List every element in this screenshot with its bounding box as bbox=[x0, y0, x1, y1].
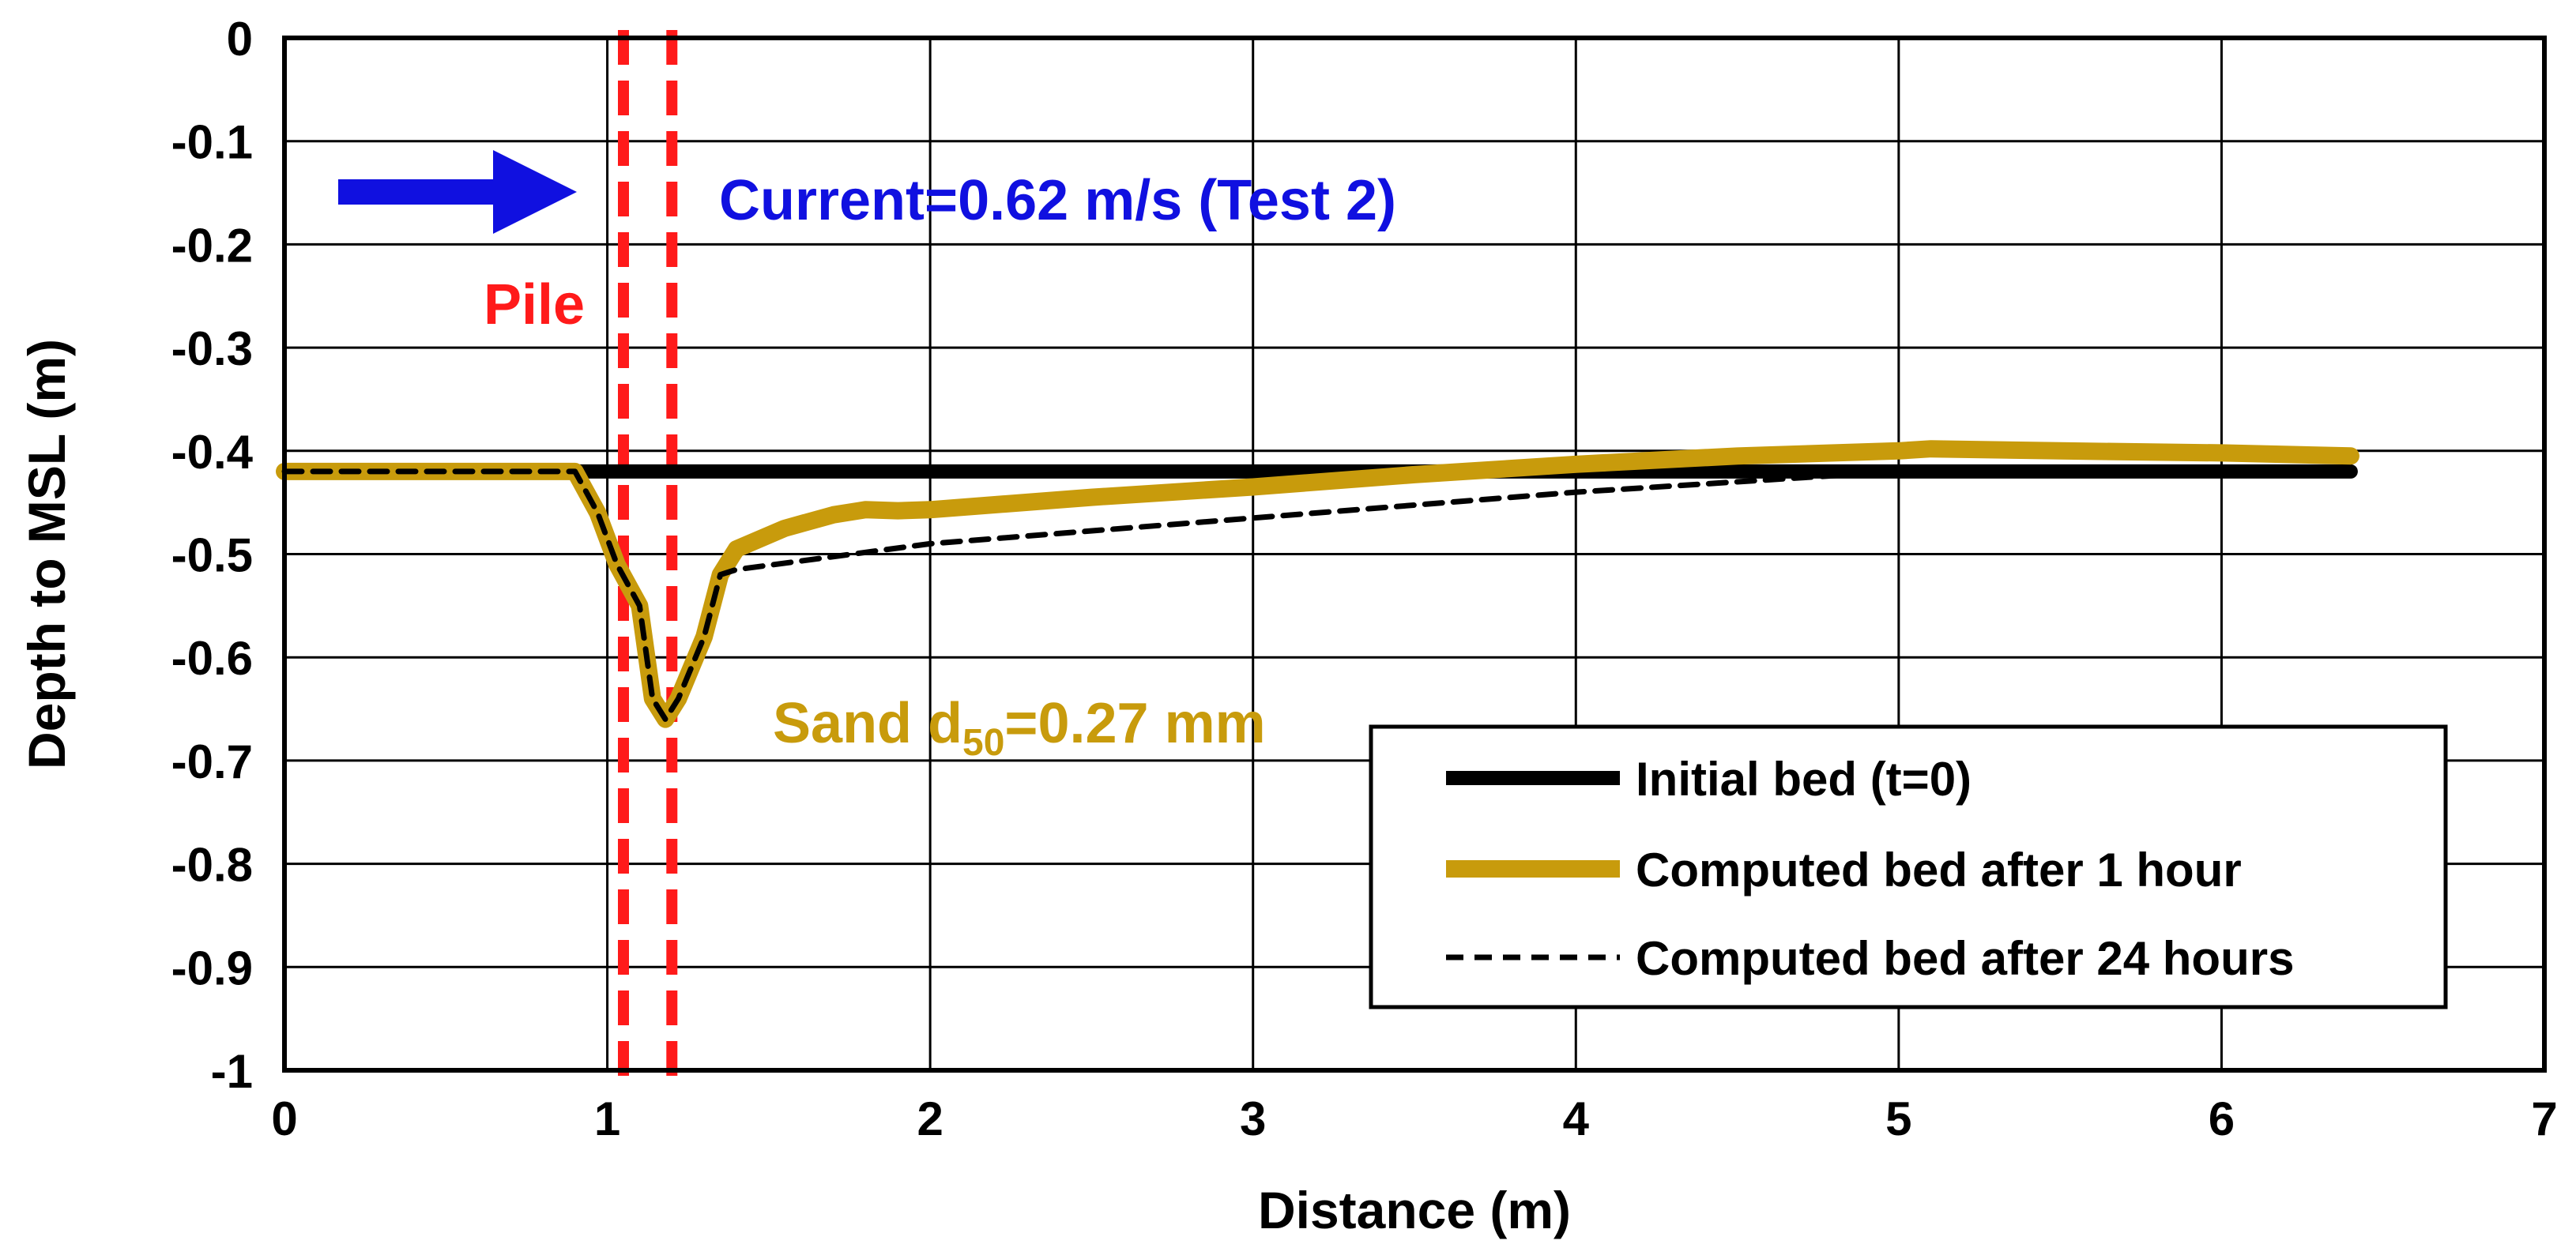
y-tick-label: -0.3 bbox=[171, 322, 253, 375]
x-tick-label: 1 bbox=[594, 1092, 620, 1145]
y-tick-label: -0.7 bbox=[171, 735, 253, 788]
current-arrow-icon bbox=[338, 150, 577, 234]
y-tick-label: -0.4 bbox=[171, 426, 254, 479]
sand-label-subscript: 50 bbox=[962, 722, 1004, 764]
series-lines bbox=[276, 440, 2359, 728]
y-axis-label: Depth to MSL (m) bbox=[17, 339, 76, 769]
y-tick-label: -0.8 bbox=[171, 839, 253, 892]
y-tick-label: -0.1 bbox=[171, 116, 253, 169]
pile-label: Pile bbox=[484, 273, 585, 336]
x-tick-label: 4 bbox=[1563, 1092, 1590, 1145]
x-axis-ticks: 0 1 2 3 4 5 6 7 bbox=[271, 1092, 2557, 1145]
x-tick-label: 6 bbox=[2209, 1092, 2235, 1145]
y-tick-label: -1 bbox=[211, 1045, 253, 1098]
series-line-1 bbox=[276, 440, 2359, 728]
y-tick-label: -0.6 bbox=[171, 632, 253, 685]
series-line-2 bbox=[281, 468, 2354, 723]
x-axis-label: Distance (m) bbox=[1258, 1181, 1571, 1239]
legend-entry-initial-bed: Initial bed (t=0) bbox=[1636, 753, 1972, 806]
y-tick-label: 0 bbox=[227, 13, 253, 66]
y-axis-ticks: 0 -0.1 -0.2 -0.3 -0.4 -0.5 -0.6 -0.7 -0.8 -0.9 -1 bbox=[171, 13, 254, 1098]
sand-label: Sand d50=0.27 mm bbox=[773, 692, 1266, 764]
x-tick-label: 5 bbox=[1885, 1092, 1911, 1145]
x-tick-label: 7 bbox=[2531, 1092, 2557, 1145]
sand-label-suffix: =0.27 mm bbox=[1004, 692, 1265, 755]
x-tick-label: 2 bbox=[917, 1092, 943, 1145]
x-tick-label: 3 bbox=[1240, 1092, 1266, 1145]
sand-label-prefix: Sand d bbox=[773, 692, 962, 755]
current-label: Current=0.62 m/s (Test 2) bbox=[719, 169, 1396, 232]
legend-entry-24-hours: Computed bed after 24 hours bbox=[1636, 932, 2294, 985]
pile-marker bbox=[618, 30, 678, 1078]
y-tick-label: -0.2 bbox=[171, 219, 253, 272]
legend: Initial bed (t=0) Computed bed after 1 h… bbox=[1369, 724, 2448, 1009]
y-tick-label: -0.9 bbox=[171, 942, 253, 994]
y-tick-label: -0.5 bbox=[171, 529, 253, 582]
x-tick-label: 0 bbox=[271, 1092, 297, 1145]
legend-entry-1-hour: Computed bed after 1 hour bbox=[1636, 844, 2242, 897]
current-arrow-shaft bbox=[338, 179, 496, 205]
current-arrow-head bbox=[493, 150, 577, 234]
plot-frame bbox=[282, 36, 2547, 1073]
